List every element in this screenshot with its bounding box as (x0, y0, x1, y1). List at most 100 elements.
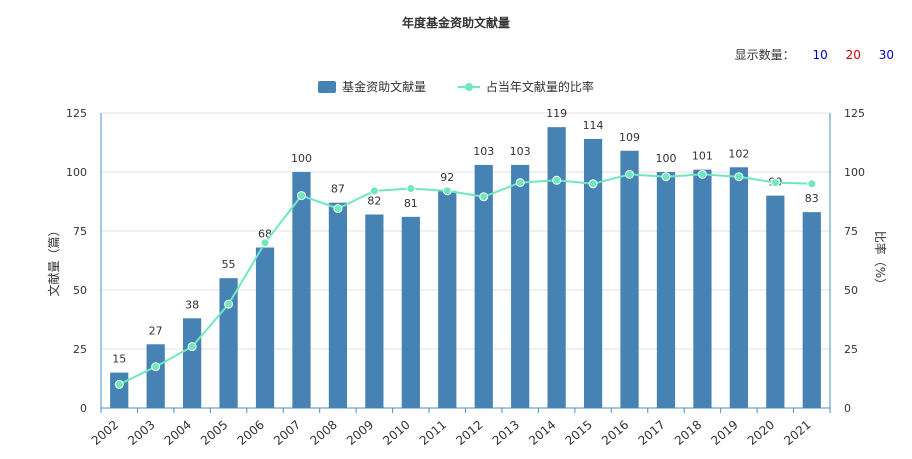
y-tick-label: 75 (73, 225, 87, 238)
line-point (187, 342, 197, 352)
x-tick-label: 2012 (453, 418, 485, 448)
bar-value-label: 55 (222, 258, 236, 271)
y-tick-label: 50 (73, 284, 87, 297)
x-tick-label: 2013 (490, 418, 522, 448)
line-point (442, 186, 452, 196)
legend-item-bar-series[interactable]: 基金资助文献量 (318, 78, 426, 95)
y-tick-label: 125 (66, 107, 87, 120)
x-tick-label: 2005 (198, 418, 230, 448)
line-point (770, 178, 780, 188)
line-point (588, 179, 598, 189)
bar-value-label: 81 (404, 197, 418, 210)
legend-item-line-series[interactable]: 占当年文献量的比率 (457, 78, 594, 95)
display-count-label: 显示数量： (734, 48, 795, 62)
line-point (697, 169, 707, 179)
bar (547, 127, 566, 408)
bar-value-label: 82 (367, 194, 381, 207)
line-point (296, 191, 306, 201)
bar-value-label: 103 (473, 145, 494, 158)
bar (365, 214, 384, 408)
bar (656, 172, 676, 408)
x-tick-label: 2009 (344, 418, 376, 448)
bar-value-label: 15 (112, 353, 126, 366)
bar-value-label: 92 (440, 171, 454, 184)
x-tick-label: 2010 (380, 418, 412, 448)
line-point (807, 179, 817, 189)
x-tick-label: 2017 (636, 418, 668, 448)
line-point (260, 238, 270, 248)
line-point (734, 172, 744, 182)
bar-value-label: 114 (583, 119, 604, 132)
x-tick-label: 2018 (672, 418, 704, 448)
x-tick-label: 2015 (563, 418, 595, 448)
x-tick-label: 2008 (307, 418, 339, 448)
y2-tick-label: 100 (844, 166, 865, 179)
x-tick-label: 2003 (125, 418, 157, 448)
bar-value-label: 119 (546, 107, 567, 120)
bar-value-label: 100 (291, 152, 312, 165)
bar-value-label: 103 (510, 145, 531, 158)
bar-value-label: 101 (692, 150, 713, 163)
bar (474, 164, 493, 408)
y2-tick-label: 75 (844, 225, 858, 238)
legend-label-bar: 基金资助文献量 (342, 80, 427, 94)
bar (511, 164, 530, 408)
display-count-option-20[interactable]: 20 (845, 48, 861, 62)
x-tick-label: 2006 (235, 418, 267, 448)
x-tick-label: 2007 (271, 418, 303, 448)
x-tick-label: 2011 (417, 418, 449, 448)
legend-bar-swatch (318, 80, 337, 93)
bar (766, 195, 785, 408)
x-tick-label: 2019 (708, 418, 740, 448)
x-tick-label: 2016 (599, 418, 631, 448)
legend-line-swatch (457, 81, 480, 93)
bar (219, 278, 238, 408)
bar (583, 138, 603, 408)
bar (620, 150, 639, 408)
line-point (552, 175, 562, 185)
y-tick-label: 100 (66, 166, 87, 179)
bar (401, 216, 420, 408)
y2-axis-title: 比率（%） (873, 231, 888, 290)
bar (438, 190, 457, 408)
x-tick-label: 2020 (745, 418, 777, 448)
line-point (515, 178, 525, 188)
bar-value-label: 38 (185, 298, 199, 311)
y-tick-label: 0 (80, 402, 87, 415)
chart-legend: 基金资助文献量 占当年文献量的比率 (0, 78, 912, 96)
bar (802, 212, 821, 408)
legend-label-line: 占当年文献量的比率 (485, 80, 594, 94)
bar-value-label: 83 (805, 192, 819, 205)
bar (729, 167, 748, 408)
chart-title: 年度基金资助文献量 (401, 16, 510, 30)
y-axis-title: 文献量（篇） (46, 224, 61, 296)
bar (693, 169, 712, 408)
bar-value-label: 102 (728, 147, 749, 160)
x-tick-label: 2004 (162, 418, 194, 448)
x-tick-label: 2002 (89, 418, 121, 448)
bar-value-label: 27 (149, 324, 163, 337)
display-count-selector: 显示数量： 10 20 30 (735, 46, 894, 63)
line-point (333, 204, 343, 214)
y2-tick-label: 0 (844, 402, 851, 415)
line-point (114, 379, 124, 389)
line-point (224, 299, 234, 309)
display-count-option-10[interactable]: 10 (812, 48, 828, 62)
display-count-option-30[interactable]: 30 (878, 48, 894, 62)
line-point (625, 169, 635, 179)
line-point (406, 184, 416, 194)
bar (183, 318, 202, 408)
y-tick-label: 25 (73, 343, 87, 356)
x-tick-label: 2021 (781, 418, 813, 448)
line-point (151, 362, 161, 372)
bar-value-label: 87 (331, 183, 345, 196)
line-point (479, 192, 489, 202)
line-point (661, 172, 671, 182)
y2-tick-label: 50 (844, 284, 858, 297)
bar (255, 247, 275, 408)
bar (110, 372, 129, 408)
y2-tick-label: 25 (844, 343, 858, 356)
bar-value-label: 100 (655, 152, 676, 165)
y2-tick-label: 125 (844, 107, 865, 120)
